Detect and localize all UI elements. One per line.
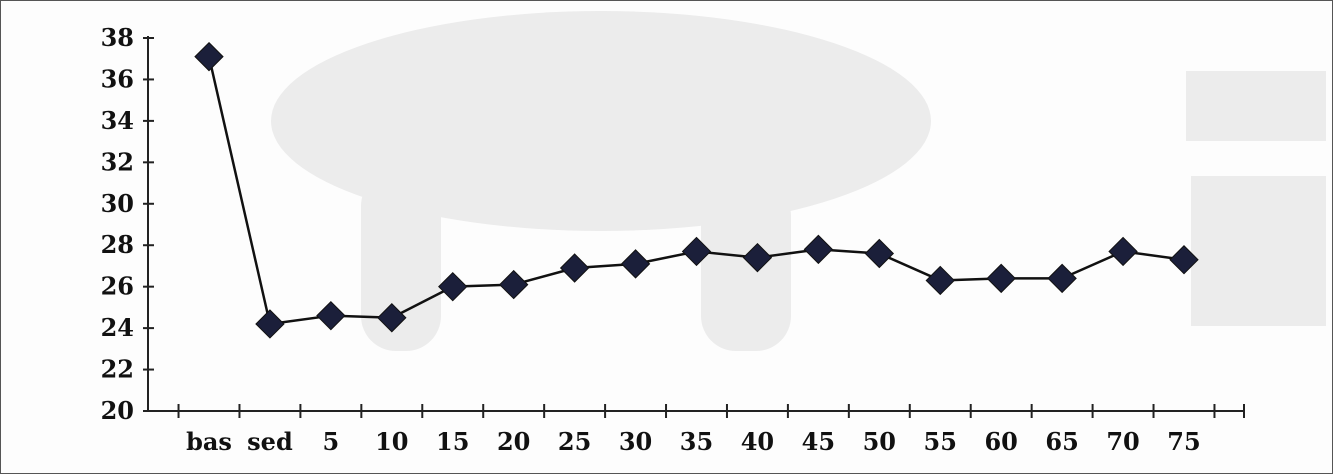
data-point-marker [377, 303, 407, 333]
x-tick-label: sed [247, 427, 293, 456]
data-point-marker [925, 265, 955, 296]
y-tick-label: 20 [101, 396, 134, 425]
y-tick-label: 34 [101, 106, 134, 135]
data-point-marker [1047, 263, 1077, 294]
x-axis-ticks: bas sed 5 10 15 20 25 30 35 40 45 50 55 60 65 70 75 [177, 404, 1245, 456]
x-tick-label: bas [186, 427, 232, 456]
background-illustration [271, 11, 1326, 351]
data-point-marker [620, 249, 651, 279]
data-point-marker [803, 234, 834, 265]
series-markers [194, 41, 1199, 339]
x-tick-label: 10 [375, 427, 408, 456]
x-tick-label: 45 [802, 427, 835, 456]
y-tick-label: 22 [101, 355, 134, 384]
x-tick-label: 65 [1045, 427, 1078, 456]
y-tick-label: 38 [101, 23, 134, 52]
x-tick-label: 25 [558, 427, 591, 456]
data-point-marker [681, 236, 712, 267]
data-point-marker [316, 300, 346, 331]
data-point-marker [498, 269, 529, 300]
axes [147, 36, 1244, 412]
x-tick-label: 55 [924, 427, 957, 456]
y-tick-label: 26 [101, 272, 134, 301]
data-point-marker [986, 263, 1016, 294]
x-tick-label: 70 [1106, 427, 1139, 456]
data-point-marker [194, 41, 224, 72]
data-point-marker [255, 309, 285, 339]
data-point-marker [1169, 245, 1199, 275]
x-tick-label: 30 [619, 427, 652, 456]
x-tick-label: 50 [863, 427, 896, 456]
x-tick-label: 40 [741, 427, 774, 456]
x-tick-label: 60 [984, 427, 1017, 456]
x-tick-label: 15 [436, 427, 469, 456]
data-point-marker [864, 238, 895, 269]
x-tick-label: 75 [1167, 427, 1200, 456]
y-tick-label: 36 [101, 64, 134, 93]
data-point-marker [438, 271, 468, 302]
data-point-marker [559, 253, 590, 283]
y-tick-label: 28 [101, 230, 134, 259]
data-point-marker [1108, 236, 1138, 267]
x-tick-label: 20 [497, 427, 530, 456]
y-tick-label: 24 [101, 313, 134, 342]
x-tick-label: 5 [323, 427, 340, 456]
x-tick-label: 35 [680, 427, 713, 456]
y-axis-ticks: 20 22 24 26 28 30 32 34 36 38 [101, 23, 154, 425]
y-tick-label: 32 [101, 147, 134, 176]
data-point-marker [742, 242, 773, 273]
y-tick-label: 30 [101, 189, 134, 218]
